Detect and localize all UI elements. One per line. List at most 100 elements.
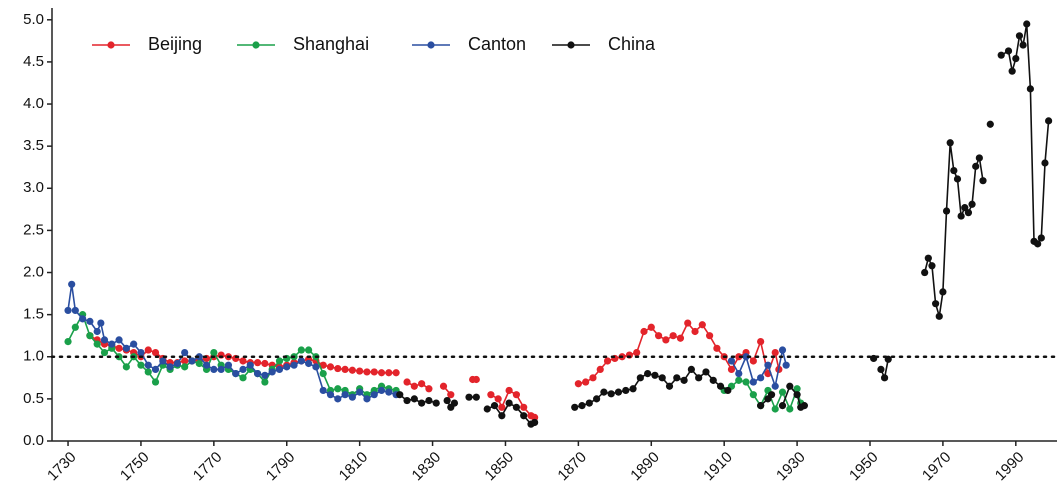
- data-point: [100, 348, 109, 357]
- data-point: [305, 346, 313, 354]
- data-point: [964, 209, 973, 217]
- data-point: [651, 371, 659, 379]
- data-point: [972, 162, 980, 170]
- data-point: [71, 323, 79, 331]
- data-point: [418, 399, 426, 407]
- data-point: [571, 403, 579, 411]
- data-point: [465, 393, 473, 401]
- data-point: [647, 323, 655, 331]
- data-point: [392, 369, 400, 377]
- data-point: [410, 395, 418, 403]
- data-point: [713, 344, 721, 352]
- x-tick-label: 1830: [409, 449, 445, 485]
- data-point: [472, 393, 480, 401]
- data-point: [319, 386, 327, 395]
- data-point: [79, 315, 87, 323]
- data-point: [210, 348, 218, 357]
- data-point: [924, 254, 932, 262]
- data-point: [1026, 85, 1034, 93]
- data-point: [202, 361, 211, 369]
- data-point: [363, 395, 371, 403]
- data-point: [749, 378, 757, 386]
- data-point: [377, 386, 386, 395]
- data-point: [305, 359, 313, 368]
- x-tick-label: 1750: [117, 449, 153, 485]
- data-point: [348, 393, 356, 401]
- data-point: [742, 353, 750, 361]
- data-point: [654, 332, 663, 340]
- data-point: [498, 412, 506, 420]
- data-point: [385, 369, 393, 377]
- data-point: [1008, 67, 1016, 75]
- data-point: [778, 388, 787, 396]
- data-point: [520, 412, 528, 420]
- data-point: [108, 340, 116, 348]
- data-point: [312, 363, 320, 371]
- data-point: [658, 374, 666, 382]
- data-point: [1015, 32, 1024, 40]
- data-point: [578, 402, 586, 410]
- data-point: [771, 405, 779, 413]
- data-point: [979, 177, 987, 185]
- x-tick-label: 1790: [263, 449, 299, 485]
- data-point: [181, 357, 189, 365]
- data-point: [928, 262, 936, 270]
- data-point: [735, 370, 743, 378]
- data-point: [727, 357, 736, 365]
- data-point: [698, 321, 706, 329]
- x-tick-label: 1970: [919, 449, 955, 485]
- data-point: [786, 405, 794, 413]
- data-point: [93, 327, 101, 336]
- data-point: [793, 391, 801, 399]
- data-point: [778, 402, 787, 410]
- data-point: [727, 365, 736, 373]
- y-tick-label: 3.0: [23, 179, 44, 196]
- data-point: [742, 378, 750, 386]
- data-point: [64, 306, 72, 315]
- data-point: [1004, 47, 1013, 55]
- data-point: [644, 370, 652, 378]
- data-point: [71, 306, 79, 315]
- data-point: [695, 374, 703, 382]
- data-point: [363, 368, 371, 376]
- data-point: [370, 368, 378, 376]
- data-point: [432, 399, 440, 407]
- data-point: [319, 361, 327, 369]
- data-point: [585, 399, 593, 407]
- data-point: [239, 374, 247, 382]
- data-point: [716, 382, 725, 390]
- data-point: [767, 391, 776, 399]
- data-point: [268, 368, 276, 376]
- data-point: [377, 369, 386, 377]
- x-tick-label: 1850: [481, 449, 517, 485]
- data-point: [633, 348, 641, 357]
- data-point: [253, 370, 262, 378]
- data-point: [986, 120, 994, 128]
- legend-label: Canton: [468, 34, 526, 54]
- data-point: [195, 359, 203, 368]
- data-point: [709, 376, 717, 384]
- data-point: [490, 402, 499, 410]
- data-point: [93, 340, 101, 348]
- data-point: [483, 405, 491, 413]
- data-point: [487, 391, 495, 399]
- data-point: [622, 386, 630, 395]
- data-point: [418, 380, 426, 388]
- data-point: [326, 391, 335, 399]
- data-point: [636, 374, 644, 382]
- plot-area: [64, 20, 1053, 428]
- data-point: [757, 402, 765, 410]
- y-tick-label: 0.5: [23, 390, 44, 407]
- data-point: [975, 154, 983, 162]
- data-point: [115, 336, 123, 344]
- data-point: [122, 363, 130, 371]
- data-point: [439, 382, 448, 390]
- data-point: [195, 353, 203, 361]
- data-point: [582, 378, 590, 386]
- data-point: [261, 371, 269, 379]
- data-point: [425, 396, 433, 405]
- data-point: [297, 346, 305, 354]
- data-point: [665, 382, 674, 390]
- data-point: [100, 336, 109, 344]
- data-point: [370, 391, 378, 399]
